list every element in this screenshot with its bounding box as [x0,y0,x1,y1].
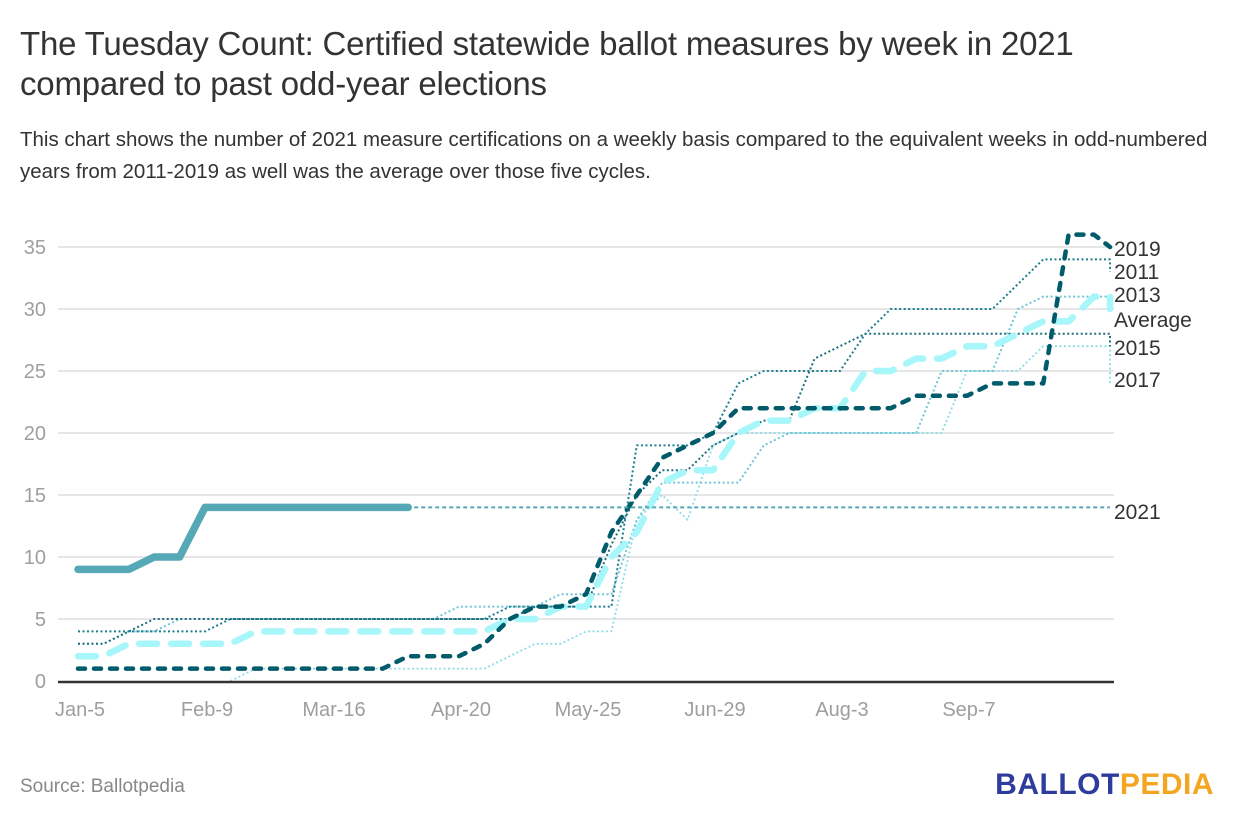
x-tick-label: Sep-7 [942,699,995,721]
y-tick-label: 15 [24,485,46,507]
y-tick-label: 35 [24,237,46,259]
source-note: Source: Ballotpedia [20,776,185,797]
series-label-2015: 2015 [1114,337,1161,360]
series-line-2021 [74,503,412,574]
series-line-2013 [78,295,1110,645]
series-lines [74,232,1114,682]
gridlines [58,246,1114,620]
y-tick-label: 5 [35,609,46,631]
series-label-2019: 2019 [1114,238,1161,261]
x-tick-label: Aug-3 [815,699,868,721]
y-tick-label: 0 [35,671,46,693]
x-tick-label: Mar-16 [302,699,365,721]
series-line-2017 [230,345,1111,682]
chart-title: The Tuesday Count: Certified statewide b… [20,25,1074,102]
series-label-2021: 2021 [1114,501,1161,524]
y-tick-label: 30 [24,299,46,321]
x-tick-label: Jan-5 [55,699,105,721]
x-tick-label: May-25 [555,699,622,721]
series-line-2019 [75,232,1113,671]
series-label-average: Average [1114,309,1192,332]
x-tick-label: Apr-20 [431,699,491,721]
logo-part-pedia: PEDIA [1119,768,1214,801]
series-label-2017: 2017 [1114,369,1161,392]
y-tick-label: 25 [24,361,46,383]
y-axis-ticks: 0 5 10 15 20 25 30 35 [24,237,46,693]
y-tick-label: 20 [24,423,46,445]
chart-subtitle: This chart shows the number of 2021 meas… [20,128,1208,183]
ballotpedia-logo[interactable]: BALLOTPEDIA [995,768,1214,802]
series-line-2011 [78,258,1111,633]
logo-part-ballot: BALLOT [995,768,1120,801]
series-line-average [74,293,1114,660]
x-axis-ticks: Jan-5 Feb-9 Mar-16 Apr-20 May-25 Jun-29 Aug-3 S… [55,699,996,721]
x-tick-label: Feb-9 [181,699,233,721]
series-labels: 2017 2013 2015 2011 Average 2019 2021 [1114,238,1192,524]
y-tick-label: 10 [24,547,46,569]
series-label-2013: 2013 [1114,284,1161,307]
x-tick-label: Jun-29 [684,699,745,721]
series-label-2011: 2011 [1114,261,1159,284]
